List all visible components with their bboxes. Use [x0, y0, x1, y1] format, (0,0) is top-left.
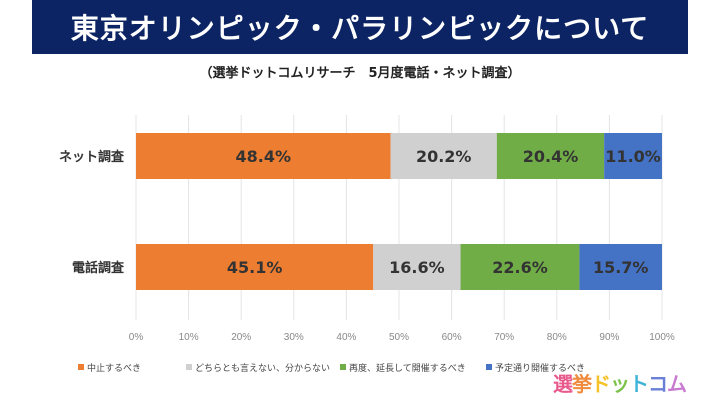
data-label: 15.7%: [593, 258, 649, 277]
category-label: ネット調査: [59, 149, 125, 165]
category-label: 電話調査: [72, 260, 125, 276]
data-label: 20.4%: [523, 147, 579, 166]
bar-segment: [390, 133, 497, 179]
x-tick-label: 40%: [336, 332, 356, 343]
bar-segment: [460, 244, 580, 290]
x-tick-label: 0%: [129, 332, 144, 343]
legend-label: 予定通り開催するべき: [495, 362, 585, 374]
data-label: 45.1%: [227, 258, 283, 277]
legend-label: どちらとも言えない、分からない: [195, 362, 330, 374]
bar-segment: [496, 133, 605, 179]
legend-label: 再度、延長して開催するべき: [349, 362, 466, 374]
x-tick-label: 20%: [231, 332, 251, 343]
x-tick-label: 100%: [649, 332, 675, 343]
data-label: 16.6%: [389, 258, 445, 277]
x-tick-label: 30%: [284, 332, 304, 343]
chart-title: 東京オリンピック・パラリンピックについて: [70, 12, 650, 45]
bar-segment: [136, 244, 374, 290]
data-label: 20.2%: [416, 147, 472, 166]
legend-swatch: [186, 364, 192, 370]
legend-swatch: [340, 364, 346, 370]
legend-label: 中止するべき: [87, 362, 141, 374]
x-tick-label: 70%: [494, 332, 514, 343]
bar-segment: [579, 244, 662, 290]
x-tick-label: 90%: [599, 332, 619, 343]
data-label: 48.4%: [236, 147, 292, 166]
title-banner: 東京オリンピック・パラリンピックについて: [32, 0, 688, 54]
legend-swatch: [486, 364, 492, 370]
data-label: 11.0%: [605, 147, 661, 166]
logo: 選挙ドットコム: [553, 372, 687, 396]
bar-segment: [373, 244, 461, 290]
chart-subtitle: （選挙ドットコムリサーチ 5月度電話・ネット調査）: [199, 66, 521, 81]
x-tick-label: 50%: [389, 332, 409, 343]
x-tick-label: 10%: [179, 332, 199, 343]
bar-segment: [604, 133, 662, 179]
bar-segment: [136, 133, 391, 179]
x-tick-label: 80%: [547, 332, 567, 343]
data-label: 22.6%: [492, 258, 548, 277]
legend-swatch: [78, 364, 84, 370]
x-tick-label: 60%: [442, 332, 462, 343]
